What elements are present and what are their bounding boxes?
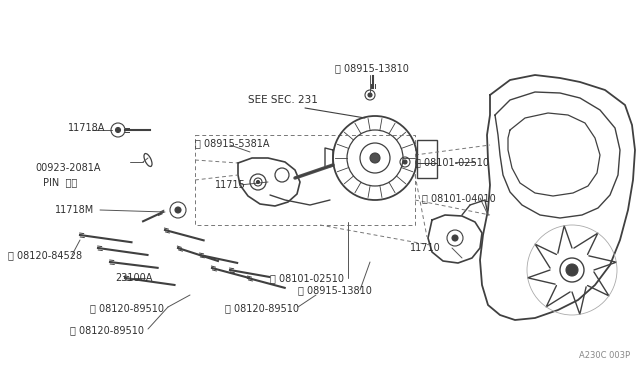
Text: Ⓑ 08101-02510: Ⓑ 08101-02510 bbox=[270, 273, 344, 283]
Text: 11718M: 11718M bbox=[55, 205, 94, 215]
Circle shape bbox=[452, 235, 458, 241]
Text: Ⓑ 08101-02510: Ⓑ 08101-02510 bbox=[415, 157, 489, 167]
Text: 11718A: 11718A bbox=[68, 123, 106, 133]
Circle shape bbox=[370, 153, 380, 163]
Circle shape bbox=[368, 93, 372, 97]
Text: 11715: 11715 bbox=[215, 180, 246, 190]
Text: 23100A: 23100A bbox=[115, 273, 152, 283]
Text: A230C 003P: A230C 003P bbox=[579, 351, 630, 360]
Text: Ⓑ 08120-89510: Ⓑ 08120-89510 bbox=[90, 303, 164, 313]
Text: 00923-2081A: 00923-2081A bbox=[35, 163, 100, 173]
Text: Ⓡ 08915-13810: Ⓡ 08915-13810 bbox=[335, 63, 409, 73]
Circle shape bbox=[175, 207, 181, 213]
Text: Ⓑ 08120-89510: Ⓑ 08120-89510 bbox=[225, 303, 299, 313]
Circle shape bbox=[257, 180, 259, 183]
Text: PIN  ピン: PIN ピン bbox=[43, 177, 77, 187]
Text: Ⓑ 08120-89510: Ⓑ 08120-89510 bbox=[70, 325, 144, 335]
Text: Ⓑ 08101-04010: Ⓑ 08101-04010 bbox=[422, 193, 496, 203]
Text: 11710: 11710 bbox=[410, 243, 441, 253]
Circle shape bbox=[566, 264, 578, 276]
Text: SEE SEC. 231: SEE SEC. 231 bbox=[248, 95, 318, 105]
Circle shape bbox=[403, 160, 407, 164]
Text: Ⓡ 08915-5381A: Ⓡ 08915-5381A bbox=[195, 138, 269, 148]
Text: Ⓑ 08120-84528: Ⓑ 08120-84528 bbox=[8, 250, 82, 260]
Circle shape bbox=[115, 128, 120, 132]
Text: Ⓡ 08915-13810: Ⓡ 08915-13810 bbox=[298, 285, 372, 295]
